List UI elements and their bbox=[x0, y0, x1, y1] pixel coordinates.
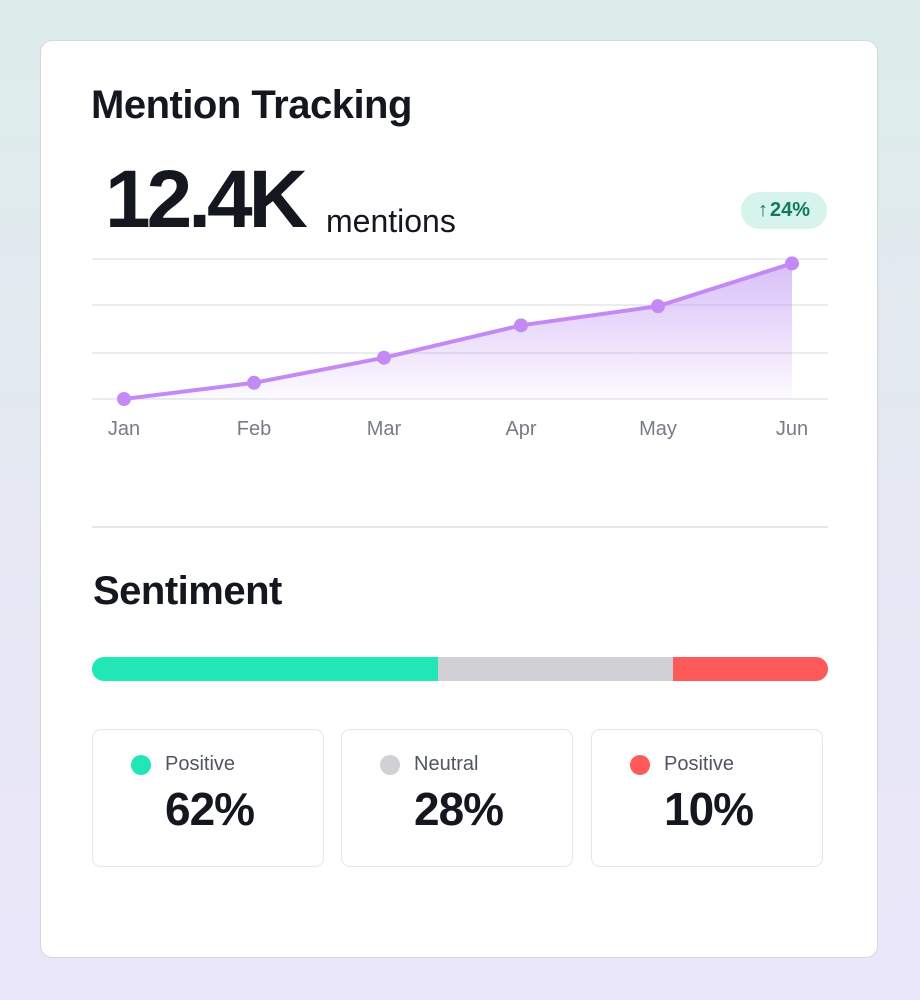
neutral-dot-icon bbox=[380, 755, 400, 775]
chart-series-line bbox=[122, 261, 794, 401]
sentiment-stat-positive: Positive 62% bbox=[92, 729, 324, 867]
total-mentions-unit: mentions bbox=[326, 203, 456, 239]
sentiment-bar-negative bbox=[673, 657, 828, 681]
chart-point bbox=[377, 350, 391, 365]
stat-value: 10% bbox=[664, 783, 754, 835]
chart-area-fill bbox=[124, 263, 792, 399]
x-tick-label: Jan bbox=[108, 418, 140, 440]
chart-point bbox=[514, 318, 528, 333]
sentiment-bar-neutral bbox=[437, 657, 674, 681]
chart-point bbox=[247, 375, 261, 390]
x-tick-label: Mar bbox=[367, 418, 402, 440]
stat-label: Positive bbox=[664, 753, 735, 775]
stat-label: Positive bbox=[165, 753, 236, 775]
chart-point bbox=[117, 392, 131, 406]
stat-value: 28% bbox=[414, 783, 504, 835]
arrow-up-icon: ↑ bbox=[757, 199, 768, 221]
stat-label: Neutral bbox=[414, 753, 479, 775]
negative-dot-icon bbox=[630, 755, 650, 775]
chart-point bbox=[785, 256, 799, 271]
stat-value: 62% bbox=[165, 783, 255, 835]
sentiment-stat-negative: Positive 10% bbox=[591, 729, 823, 867]
x-tick-label: May bbox=[639, 418, 677, 440]
change-value: 24% bbox=[769, 199, 811, 221]
total-mentions-value: 12.4K bbox=[105, 154, 308, 245]
x-tick-label: Apr bbox=[505, 418, 536, 440]
chart-point bbox=[651, 299, 665, 314]
mention-tracking-card: Mention Tracking 12.4K mentions ↑ 24% Ja… bbox=[40, 40, 878, 958]
change-badge: ↑ 24% bbox=[741, 192, 827, 229]
sentiment-title: Sentiment bbox=[93, 569, 282, 613]
section-divider bbox=[92, 526, 828, 528]
card-title: Mention Tracking bbox=[91, 83, 412, 127]
x-tick-label: Feb bbox=[237, 418, 271, 440]
sentiment-bar bbox=[92, 657, 828, 681]
positive-dot-icon bbox=[131, 755, 151, 775]
mention-line-chart: Jan Feb Mar Apr May Jun bbox=[92, 256, 828, 440]
sentiment-stat-neutral: Neutral 28% bbox=[341, 729, 573, 867]
sentiment-bar-positive bbox=[92, 657, 438, 681]
x-tick-label: Jun bbox=[776, 418, 808, 440]
